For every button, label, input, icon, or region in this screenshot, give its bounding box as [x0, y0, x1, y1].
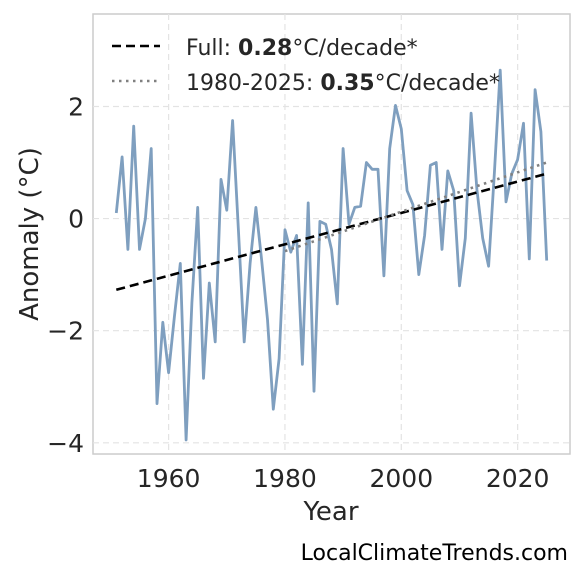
legend-recent-prefix: 1980-2025:: [186, 71, 320, 96]
y-axis-ticks: −4 −2 0 2: [47, 92, 84, 457]
x-tick-label: 2000: [369, 464, 433, 493]
anomaly-series-line: [114, 68, 549, 442]
legend-full-prefix: Full:: [186, 36, 238, 61]
x-axis-label: Year: [302, 497, 358, 527]
x-tick-label: 1980: [253, 464, 317, 493]
legend-entry-full: Full: 0.28°C/decade*: [186, 36, 418, 61]
legend: Full: 0.28°C/decade* 1980-2025: 0.35°C/d…: [112, 36, 500, 96]
y-tick-label: −4: [47, 429, 84, 458]
x-tick-label: 2020: [486, 464, 550, 493]
y-tick-label: 2: [68, 92, 84, 121]
trend-line-full: [115, 172, 548, 292]
watermark: LocalClimateTrends.com: [301, 541, 568, 566]
y-tick-label: −2: [47, 317, 84, 346]
legend-entry-recent: 1980-2025: 0.35°C/decade*: [186, 71, 500, 96]
legend-full-value: 0.28: [238, 36, 292, 61]
legend-recent-value: 0.35: [320, 71, 374, 96]
x-tick-label: 1960: [137, 464, 201, 493]
trend-lines: [115, 161, 548, 292]
y-tick-label: 0: [68, 205, 84, 234]
legend-full-suffix: °C/decade*: [292, 36, 417, 61]
y-axis-label: Anomaly (°C): [15, 147, 45, 321]
data-series: [114, 68, 549, 442]
legend-recent-suffix: °C/decade*: [375, 71, 500, 96]
x-axis-ticks: 1960 1980 2000 2020: [137, 464, 550, 493]
